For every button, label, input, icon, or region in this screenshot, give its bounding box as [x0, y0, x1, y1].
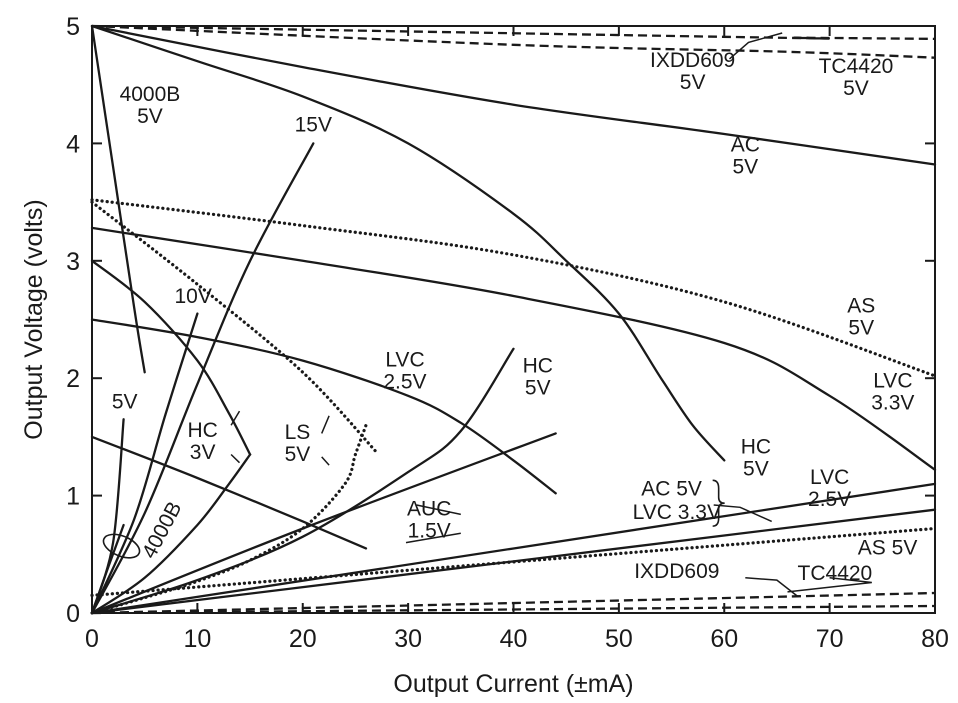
curve-label: HC 5V	[741, 435, 771, 480]
x-tick-label: 60	[710, 625, 738, 653]
curve-label: AC 5V	[641, 478, 702, 501]
curve-16	[90, 318, 557, 495]
curve-19	[90, 435, 368, 550]
curve-label: LS 5V	[285, 421, 311, 466]
leader-line-9	[230, 453, 241, 464]
leader-line-6	[321, 415, 330, 434]
y-tick-label: 5	[66, 13, 80, 41]
curve-label: LVC 3.3V	[633, 501, 721, 524]
y-tick-label: 0	[66, 600, 80, 628]
curve-label: AUC 1.5V	[407, 498, 451, 543]
curve-17	[90, 347, 515, 615]
curve-22	[90, 526, 937, 597]
curve-label: IXDD609 5V	[650, 49, 735, 94]
tick-labels: 0 10 20 30 40 50 60 70 80 0 1 2 3 4 5	[66, 13, 949, 653]
curve-15	[90, 226, 937, 471]
curve-label: HC 5V	[523, 354, 553, 399]
curve-label: LVC 2.5V	[383, 348, 426, 393]
curve-4	[90, 24, 726, 462]
x-tick-label: 10	[183, 625, 211, 653]
curve-6	[90, 142, 315, 615]
y-tick-label: 3	[66, 248, 80, 276]
leader-lines	[102, 32, 872, 598]
curve-9	[90, 523, 125, 615]
ellipse-4000b-marker	[102, 533, 141, 559]
y-tick-label: 1	[66, 483, 80, 511]
curve-label: LVC 2.5V	[808, 466, 851, 511]
curve-label: TC4420	[798, 562, 873, 585]
curve-label: 5V	[112, 391, 138, 414]
leader-line-2	[787, 577, 872, 593]
x-tick-label: 20	[289, 625, 317, 653]
curve-7	[90, 312, 199, 615]
curve-label: AS 5V	[847, 294, 875, 339]
curve-14	[90, 198, 937, 378]
curve-10	[90, 259, 252, 456]
y-tick-label: 2	[66, 365, 80, 393]
curve-label: TC4420 5V	[819, 55, 894, 100]
tick-marks	[91, 25, 936, 614]
x-tick-label: 50	[605, 625, 633, 653]
curve-label: AS 5V	[858, 536, 918, 559]
curve-label: LVC 3.3V	[871, 370, 914, 415]
curve-label: AC 5V	[731, 134, 760, 179]
x-tick-label: 0	[85, 625, 99, 653]
curve-label: 4000B	[138, 498, 187, 562]
leader-line-5	[405, 532, 461, 544]
curve-12	[90, 200, 379, 454]
x-tick-label: 70	[816, 625, 844, 653]
curve-2	[91, 24, 936, 41]
curve-label: 10V	[174, 285, 211, 308]
curve-11	[90, 453, 252, 615]
curve-20	[90, 482, 937, 615]
x-tick-label: 30	[394, 625, 422, 653]
y-axis-title: Output Voltage (volts)	[20, 199, 48, 439]
leader-line-10	[713, 504, 773, 523]
y-tick-label: 4	[66, 130, 80, 158]
leader-line-3	[745, 577, 799, 598]
curve-label: 15V	[295, 114, 332, 137]
leader-line-1	[729, 32, 783, 60]
curve-13	[90, 423, 368, 615]
leader-line-4	[416, 504, 461, 516]
curve-3	[91, 24, 936, 59]
curve-label: HC 3V	[187, 419, 217, 464]
x-tick-label: 80	[921, 625, 949, 653]
curve-label: IXDD609	[634, 560, 719, 583]
leader-line-8	[230, 410, 241, 426]
leader-line-7	[321, 456, 330, 466]
curve-group	[90, 24, 937, 615]
x-tick-label: 40	[500, 625, 528, 653]
x-axis-title: Output Current (±mA)	[393, 670, 633, 698]
curve-label: 4000B 5V	[120, 83, 181, 128]
curve-1	[90, 24, 937, 166]
